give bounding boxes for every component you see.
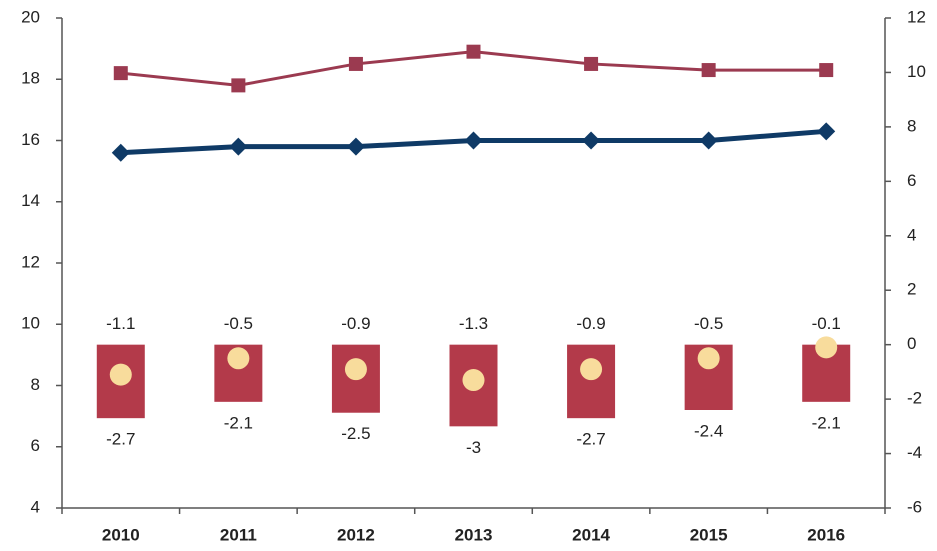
dot <box>109 363 132 386</box>
marker <box>229 137 248 156</box>
y-tick-label: 4 <box>31 497 40 516</box>
y2-tick-label: -6 <box>907 497 922 516</box>
x-tick-label: 2013 <box>455 525 493 544</box>
y2-tick-label: 0 <box>907 334 916 353</box>
y2-tick-label: 12 <box>907 7 926 26</box>
dot <box>697 347 720 370</box>
y2-tick-label: -2 <box>907 389 922 408</box>
bar-label: -2.1 <box>224 413 253 432</box>
y-tick-label: 12 <box>21 252 40 271</box>
y-tick-label: 16 <box>21 130 40 149</box>
marker <box>231 78 246 93</box>
marker <box>819 63 834 78</box>
marker <box>346 137 365 156</box>
y2-tick-label: 6 <box>907 171 916 190</box>
bar <box>567 344 616 419</box>
dot <box>580 358 603 381</box>
dot-label: -0.9 <box>576 314 605 333</box>
x-tick-label: 2015 <box>690 525 728 544</box>
bar-label: -3 <box>466 438 481 457</box>
y2-tick-label: 4 <box>907 225 916 244</box>
dot-label: -0.1 <box>812 314 841 333</box>
y-tick-label: 18 <box>21 69 40 88</box>
x-tick-label: 2010 <box>102 525 140 544</box>
y-tick-label: 20 <box>21 7 40 26</box>
x-tick-label: 2011 <box>220 525 257 544</box>
bar-label: -2.4 <box>694 421 723 440</box>
dot <box>227 347 250 370</box>
y2-tick-label: -4 <box>907 443 922 462</box>
dot-label: -0.5 <box>694 314 723 333</box>
dot <box>344 358 367 381</box>
y2-tick-label: 8 <box>907 116 916 135</box>
marker <box>348 56 363 71</box>
y-tick-label: 10 <box>21 314 40 333</box>
y-tick-label: 8 <box>31 375 40 394</box>
marker <box>464 131 483 150</box>
marker <box>111 143 130 162</box>
y-tick-label: 6 <box>31 436 40 455</box>
marker <box>817 122 836 141</box>
marker <box>701 63 716 78</box>
marker <box>582 131 601 150</box>
y2-tick-label: 10 <box>907 62 926 81</box>
dot-label: -0.9 <box>341 314 370 333</box>
marker <box>113 66 128 81</box>
bar-label: -2.5 <box>341 424 370 443</box>
bar-label: -2.1 <box>812 413 841 432</box>
dot-label: -1.3 <box>459 314 488 333</box>
marker <box>584 56 599 71</box>
dot-label: -1.1 <box>106 314 135 333</box>
y-tick-label: 14 <box>21 191 40 210</box>
bar-label: -2.7 <box>576 430 605 449</box>
dot-label: -0.5 <box>224 314 253 333</box>
marker <box>466 44 481 59</box>
x-tick-label: 2012 <box>337 525 375 544</box>
bar-label: -2.7 <box>106 430 135 449</box>
dot <box>462 369 485 392</box>
y2-tick-label: 2 <box>907 280 916 299</box>
x-tick-label: 2014 <box>572 525 610 544</box>
marker <box>699 131 718 150</box>
dot <box>815 336 838 359</box>
x-tick-label: 2016 <box>807 525 845 544</box>
